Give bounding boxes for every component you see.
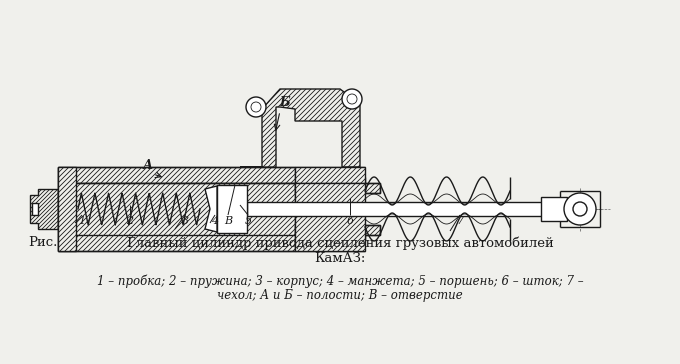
Polygon shape [58, 167, 295, 183]
Polygon shape [58, 183, 295, 251]
Text: 5: 5 [244, 216, 252, 226]
Text: 1 – пробка; 2 – пружина; 3 – корпус; 4 – манжета; 5 – поршень; 6 – шток; 7 –
чех: 1 – пробка; 2 – пружина; 3 – корпус; 4 –… [97, 274, 583, 302]
Circle shape [573, 202, 587, 216]
Bar [541, 197, 567, 221]
Polygon shape [295, 183, 365, 251]
Text: Главный цилиндр привода сцепления грузовых автомобилей: Главный цилиндр привода сцепления грузов… [126, 236, 554, 249]
Bar [76, 183, 295, 235]
Text: 1: 1 [78, 216, 86, 226]
Text: 6: 6 [346, 216, 354, 226]
Bar [247, 202, 545, 216]
Circle shape [347, 94, 357, 104]
Text: Рис.: Рис. [28, 236, 57, 249]
Circle shape [564, 193, 596, 225]
Polygon shape [32, 203, 38, 215]
Text: B: B [224, 216, 232, 226]
Text: А: А [143, 159, 153, 172]
Polygon shape [205, 186, 217, 232]
Text: Б: Б [279, 96, 290, 109]
Text: 4: 4 [211, 216, 218, 226]
Circle shape [251, 102, 261, 112]
Bar [217, 185, 247, 233]
Text: 2: 2 [126, 216, 133, 226]
Text: КамАЗ:: КамАЗ: [314, 252, 366, 265]
Polygon shape [30, 189, 58, 229]
Polygon shape [240, 89, 360, 167]
Text: 7: 7 [456, 216, 464, 226]
Text: 3: 3 [182, 216, 188, 226]
Polygon shape [295, 183, 380, 193]
Polygon shape [58, 167, 76, 251]
Circle shape [342, 89, 362, 109]
Polygon shape [295, 225, 380, 235]
Polygon shape [295, 167, 365, 183]
Circle shape [246, 97, 266, 117]
